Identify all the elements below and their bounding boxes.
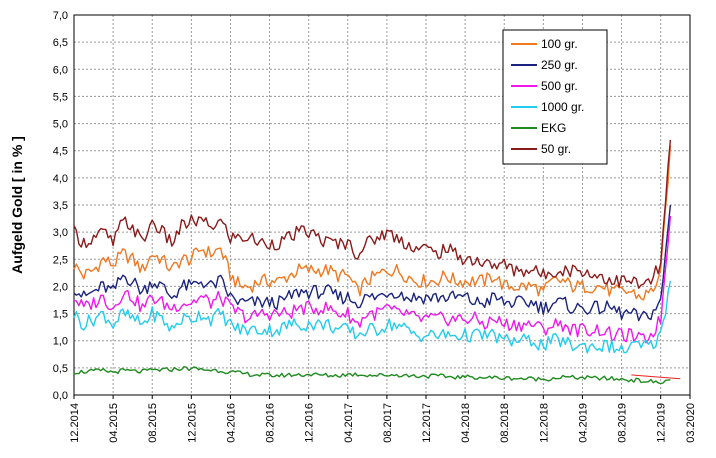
legend-box (502, 29, 608, 165)
series-group (73, 139, 672, 385)
axes: 0,0 0,5 1,0 1,5 2,0 2,5 3,0 3,5 4,0 4,5 5,0 5,5 6,0 6… (53, 10, 697, 443)
x-tick-label: 04.2019 (577, 403, 589, 443)
y-tick-label: 0,0 (53, 390, 68, 402)
y-tick-label: 4,0 (53, 173, 68, 185)
y-tick-label: 3,5 (53, 200, 68, 212)
y-axis-label: Aufgeld Gold [ in % ] (9, 136, 25, 274)
x-tick-label: 04.2018 (460, 403, 472, 443)
legend-label: 50 gr. (541, 142, 571, 156)
x-tick-label: 08.2017 (382, 403, 394, 443)
series-line-ekg (73, 366, 671, 385)
y-tick-label: 2,0 (53, 281, 68, 293)
y-tick-label: 1,5 (53, 309, 68, 321)
x-tick-label: 08.2019 (617, 403, 629, 443)
x-tick-label: 04.2016 (225, 403, 237, 443)
annotations (631, 374, 681, 380)
series-line-250-gr (73, 204, 672, 322)
legend-label: 1000 gr. (541, 100, 584, 114)
y-tick-label: 2,5 (53, 254, 68, 266)
legend-label: 100 gr. (541, 37, 578, 51)
legend-label: EKG (541, 121, 566, 135)
x-tick-label: 12.2014 (69, 403, 81, 443)
y-tick-label: 5,0 (53, 119, 68, 131)
x-tick-label: 08.2015 (147, 403, 159, 443)
x-tick-label: 12.2017 (421, 403, 433, 443)
legend-label: 250 gr. (541, 58, 578, 72)
legend: 100 gr. 250 gr. 500 gr. 1000 gr. EKG 50 gr. (502, 29, 608, 165)
x-tick-label: 12.2016 (304, 403, 316, 443)
x-tick-label: 08.2016 (265, 403, 277, 443)
y-tick-label: 7,0 (53, 10, 68, 22)
series-line-100-gr (73, 145, 672, 301)
plot-area-border (73, 14, 691, 396)
x-tick-label: 12.2015 (186, 403, 198, 443)
x-tick-label: 12.2018 (538, 403, 550, 443)
x-tick-label: 04.2015 (108, 403, 120, 443)
x-tick-label: 12.2019 (656, 403, 668, 443)
y-tick-label: 1,0 (53, 336, 68, 348)
series-line-50-gr (73, 139, 672, 289)
series-line-1000-gr (73, 280, 672, 354)
trend-line (631, 374, 681, 380)
y-tick-label: 3,0 (53, 227, 68, 239)
x-tick-label: 08.2018 (499, 403, 511, 443)
y-tick-label: 4,5 (53, 146, 68, 158)
x-tick-label: 03.2020 (685, 403, 697, 443)
legend-label: 500 gr. (541, 79, 578, 93)
y-tick-label: 6,5 (53, 37, 68, 49)
x-tick-label: 04.2017 (343, 403, 355, 443)
series-line-500-gr (73, 215, 672, 344)
y-tick-label: 5,5 (53, 91, 68, 103)
y-tick-label: 6,0 (53, 64, 68, 76)
y-tick-label: 0,5 (53, 363, 68, 375)
